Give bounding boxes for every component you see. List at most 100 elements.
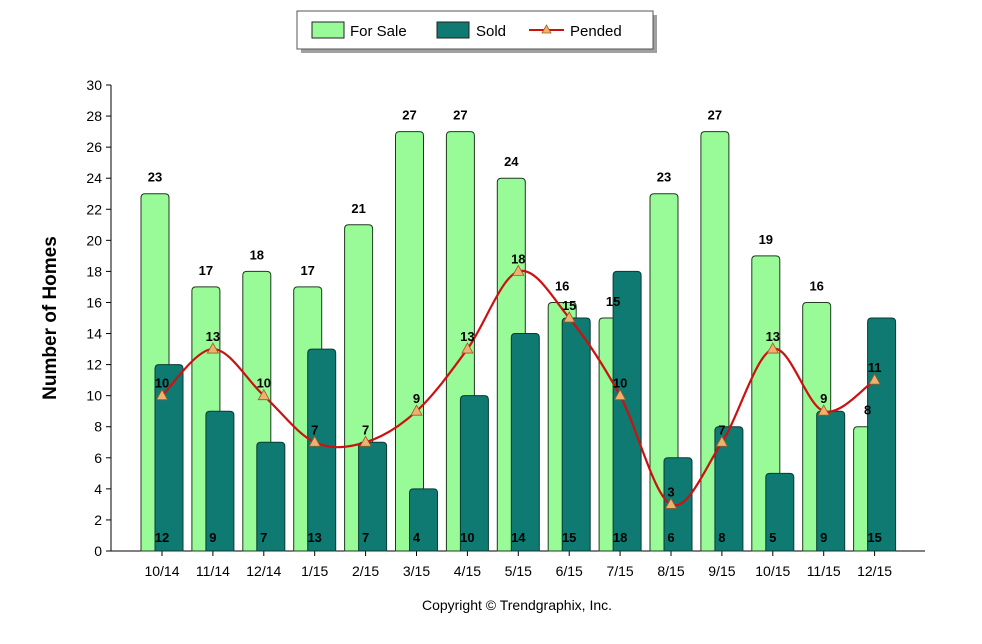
pended-data-label: 7 (362, 422, 369, 437)
pended-data-label: 3 (667, 484, 674, 499)
sold-bar (256, 441, 286, 552)
y-tick-label: 0 (94, 543, 102, 559)
for-sale-data-label: 18 (250, 247, 264, 262)
sold-bar (459, 395, 489, 552)
pended-marker (817, 404, 830, 416)
x-tick-label: 12/14 (246, 563, 281, 579)
pended-data-label: 9 (413, 391, 420, 406)
y-axis-label: Number of Homes (40, 236, 61, 400)
sold-data-label: 18 (613, 530, 627, 545)
sold-bar (154, 364, 184, 552)
for-sale-data-label: 15 (606, 294, 620, 309)
sold-data-label: 15 (562, 530, 576, 545)
sold-bar (205, 410, 235, 552)
for-sale-data-label: 16 (555, 278, 569, 293)
sold-data-label: 12 (155, 530, 169, 545)
sold-bar (561, 317, 591, 552)
x-tick-label: 11/15 (807, 563, 841, 579)
x-tick-label: 10/14 (144, 563, 179, 579)
for-sale-data-label: 27 (402, 108, 416, 123)
legend-swatch-for-sale (311, 21, 345, 39)
sold-data-label: 5 (769, 530, 776, 545)
x-tick-label: 3/15 (403, 563, 430, 579)
y-tick-label: 30 (86, 77, 102, 93)
y-tick-label: 12 (86, 357, 102, 373)
for-sale-data-label: 17 (199, 263, 213, 278)
y-tick-label: 20 (86, 232, 102, 248)
pended-data-label: 9 (820, 391, 827, 406)
pended-data-label: 11 (868, 360, 882, 375)
pended-marker (613, 388, 627, 401)
pended-marker (563, 311, 576, 323)
sold-data-label: 9 (209, 530, 216, 545)
pended-marker (257, 388, 270, 401)
y-tick-label: 8 (94, 419, 102, 435)
sold-data-label: 8 (718, 530, 725, 545)
x-tick-label: 2/15 (352, 563, 379, 579)
for-sale-bar (395, 131, 424, 552)
pended-data-label: 7 (311, 422, 318, 437)
pended-marker (359, 435, 372, 447)
y-tick-label: 22 (86, 201, 102, 217)
for-sale-data-label: 19 (759, 232, 773, 247)
y-tick-label: 10 (86, 388, 102, 404)
pended-data-label: 10 (155, 376, 169, 391)
x-tick-label: 12/15 (857, 563, 892, 579)
for-sale-data-label: 23 (148, 170, 162, 185)
for-sale-data-label: 23 (657, 170, 671, 185)
sold-bar (510, 333, 540, 552)
pended-data-label: 10 (257, 376, 271, 391)
y-tick-label: 24 (86, 170, 102, 186)
y-tick-label: 16 (86, 294, 102, 310)
x-tick-label: 11/14 (196, 563, 230, 579)
pended-data-label: 13 (206, 329, 220, 344)
pended-marker (461, 342, 474, 354)
x-tick-label: 9/15 (708, 563, 735, 579)
legend-marker-pended (541, 24, 552, 34)
sold-bar (714, 426, 744, 552)
x-tick-label: 1/15 (301, 563, 328, 579)
pended-marker (715, 435, 729, 447)
for-sale-data-label: 17 (300, 263, 314, 278)
y-tick-label: 6 (94, 450, 102, 466)
for-sale-data-label: 24 (504, 154, 519, 169)
pended-data-label: 13 (460, 329, 474, 344)
pended-marker (308, 435, 321, 447)
x-tick-label: 6/15 (556, 563, 583, 579)
pended-marker (868, 373, 881, 385)
pended-marker (410, 404, 423, 416)
sold-data-label: 9 (820, 530, 827, 545)
sold-bar (867, 317, 897, 552)
for-sale-data-label: 16 (809, 278, 823, 293)
legend-box (296, 10, 654, 50)
legend-swatch-sold (436, 21, 470, 39)
y-tick-label: 28 (86, 108, 102, 124)
y-tick-label: 4 (94, 481, 102, 497)
sold-data-label: 10 (460, 530, 474, 545)
sold-data-label: 14 (511, 530, 526, 545)
pended-marker (766, 342, 779, 354)
sold-data-label: 15 (867, 530, 881, 545)
pended-marker (155, 388, 169, 401)
pended-data-label: 7 (718, 422, 725, 437)
legend-label-for-sale: For Sale (350, 23, 407, 40)
sold-bar (765, 472, 795, 552)
x-tick-label: 4/15 (454, 563, 481, 579)
y-tick-label: 18 (86, 263, 102, 279)
sold-data-label: 6 (667, 530, 674, 545)
pended-data-label: 15 (562, 298, 576, 313)
legend-label-pended: Pended (570, 23, 622, 40)
sold-data-label: 13 (307, 530, 321, 545)
pended-marker (664, 497, 678, 509)
legend-label-sold: Sold (476, 23, 506, 40)
y-tick-label: 14 (86, 326, 102, 342)
for-sale-data-label: 27 (453, 108, 467, 123)
for-sale-data-label: 27 (708, 108, 722, 123)
sold-bar (816, 410, 846, 552)
sold-bar (409, 488, 438, 552)
pended-data-label: 10 (613, 376, 627, 391)
sold-data-label: 7 (362, 530, 369, 545)
x-tick-label: 7/15 (606, 563, 633, 579)
